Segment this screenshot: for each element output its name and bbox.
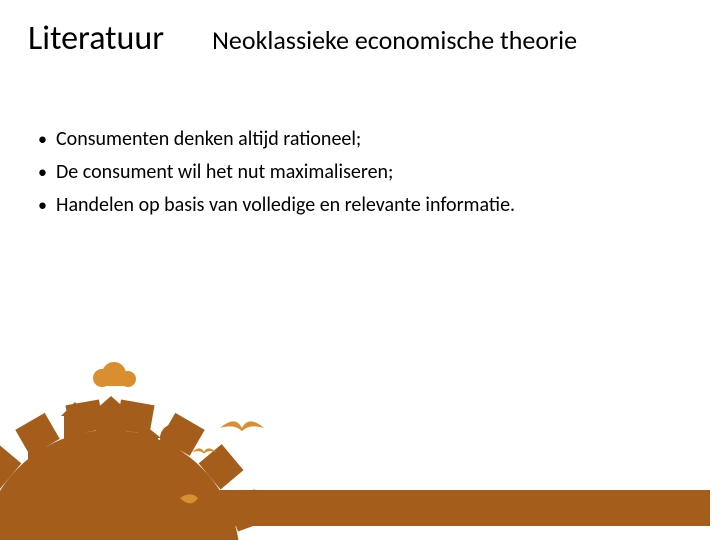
footer-illustration	[0, 340, 720, 540]
list-item: • Consumenten denken altijd rationeel;	[38, 126, 682, 153]
bullet-text: Consumenten denken altijd rationeel;	[56, 126, 361, 153]
title-subtitle: Neoklassieke economische theorie	[212, 24, 577, 56]
bullet-text: De consument wil het nut maximaliseren;	[56, 159, 393, 186]
list-item: • De consument wil het nut maximaliseren…	[38, 159, 682, 186]
bullet-text: Handelen op basis van volledige en relev…	[56, 192, 515, 219]
bullet-icon: •	[38, 126, 56, 152]
bullet-list: • Consumenten denken altijd rationeel; •…	[38, 126, 682, 225]
bullet-icon: •	[38, 192, 56, 218]
list-item: • Handelen op basis van volledige en rel…	[38, 192, 682, 219]
title-main: Literatuur	[28, 18, 164, 59]
bullet-icon: •	[38, 159, 56, 185]
slide-header: Literatuur Neoklassieke economische theo…	[28, 18, 692, 59]
